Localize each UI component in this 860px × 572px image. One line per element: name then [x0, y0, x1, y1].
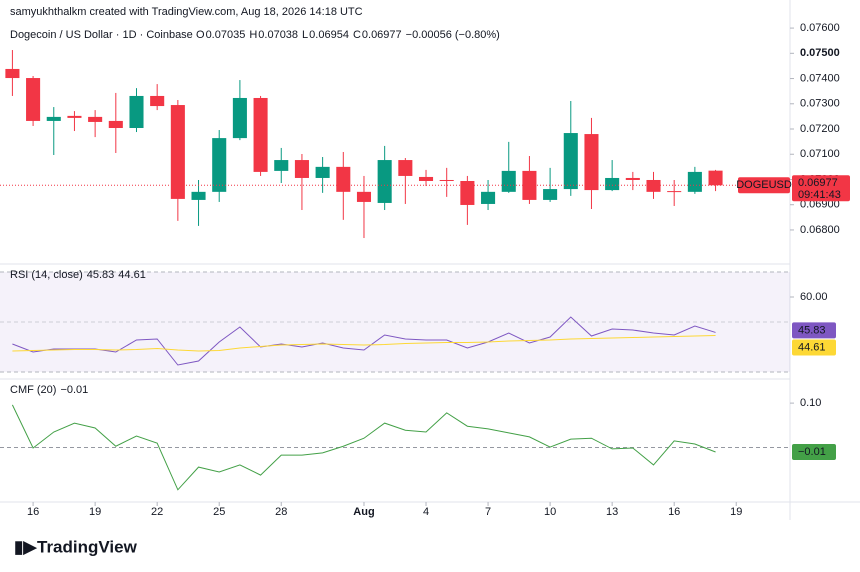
ohlc-value: 0.06954: [309, 29, 349, 41]
indicator-line: [12, 334, 716, 352]
credit: samyukhthalkm created with TradingView.c…: [10, 6, 363, 18]
y-tick-label: 60.00: [800, 291, 828, 303]
candle-body: [584, 134, 599, 191]
y-tick-label: 0.06800: [800, 224, 840, 236]
candle-body: [212, 138, 227, 192]
candle-body: [522, 170, 537, 200]
x-tick-label: Aug: [353, 506, 374, 518]
candle-body: [294, 160, 309, 178]
candle-body: [439, 179, 454, 181]
x-tick-label: 22: [151, 506, 163, 518]
countdown: 09:41:43: [798, 189, 841, 201]
x-tick-label: 19: [89, 506, 101, 518]
candle-body: [481, 191, 496, 204]
candle-body: [26, 78, 41, 121]
candle-body: [129, 95, 144, 129]
candle-body: [377, 160, 392, 203]
indicator-line: [11, 404, 716, 491]
candle-body: [191, 191, 206, 200]
indicator-value: 45.83: [87, 269, 115, 281]
indicator-value: 44.61: [118, 269, 146, 281]
candle-body: [563, 133, 578, 190]
x-tick-label: 16: [27, 506, 39, 518]
ohlc-value: 0.06977: [362, 29, 402, 41]
candle-body: [418, 176, 434, 181]
chart-title: Dogecoin / US Dollar · 1D · Coinbase: [10, 29, 193, 41]
candle-body: [232, 97, 247, 139]
symbol-label: DOGEUSD: [736, 179, 792, 191]
indicator-price-label: −0.01: [798, 446, 826, 458]
candle-body: [687, 171, 702, 192]
ohlc-key: C: [353, 29, 361, 41]
candle-body: [356, 191, 372, 202]
indicator-line: [12, 316, 716, 366]
candle-body: [150, 95, 165, 107]
last-price-label: 0.06977: [798, 177, 838, 189]
y-tick-label: 0.07300: [800, 98, 840, 110]
candle-body: [667, 191, 682, 193]
x-tick-label: 4: [423, 506, 429, 518]
y-tick-label: 0.06900: [800, 199, 840, 211]
x-tick-label: 28: [275, 506, 287, 518]
x-tick-label: 10: [544, 506, 556, 518]
ohlc-key: O: [196, 29, 205, 41]
candle-body: [315, 166, 330, 178]
candle-body: [108, 120, 123, 129]
candle-body: [5, 68, 20, 79]
x-tick-label: 19: [730, 506, 742, 518]
ohlc-value: 0.07038: [258, 29, 298, 41]
candle-body: [646, 179, 661, 192]
candle-body: [708, 170, 723, 186]
indicator-price-bg: [792, 444, 836, 460]
y-tick-label: 0.07100: [800, 148, 840, 160]
candle-body: [253, 97, 268, 172]
y-tick-label: 0.10: [800, 397, 821, 409]
candle-body: [67, 115, 82, 118]
pane-title: RSI (14, close): [10, 269, 83, 281]
brand: TradingView: [37, 537, 138, 556]
indicator-price-bg: [792, 339, 836, 356]
candle-body: [398, 160, 413, 176]
candle-body: [501, 170, 516, 192]
change: −0.00056 (−0.80%): [406, 29, 500, 41]
candle-body: [170, 105, 185, 199]
x-tick-label: 16: [668, 506, 680, 518]
candle-body: [605, 177, 620, 191]
pane-title: CMF (20): [10, 384, 56, 396]
symbol-label-bg: [738, 177, 790, 194]
ohlc-key: L: [302, 29, 308, 41]
indicator-value: −0.01: [60, 384, 88, 396]
indicator-price-label: 45.83: [798, 324, 826, 336]
candle-body: [88, 116, 103, 122]
y-tick-label: 0.07400: [800, 72, 840, 84]
ohlc-value: 0.07035: [206, 29, 246, 41]
y-tick-label: 0.07600: [800, 22, 840, 34]
brand-icon: ▮▶: [14, 537, 37, 556]
candle-body: [274, 160, 289, 171]
x-tick-label: 13: [606, 506, 618, 518]
x-tick-label: 7: [485, 506, 491, 518]
candle-body: [625, 177, 640, 180]
indicator-price-label: 44.61: [798, 341, 826, 353]
indicator-price-bg: [792, 322, 836, 339]
candle-body: [46, 116, 61, 121]
candle-body: [460, 180, 475, 205]
y-tick-label: 0.07200: [800, 123, 840, 135]
y-tick-label: 0.07500: [800, 47, 840, 59]
candle-body: [543, 189, 558, 200]
x-tick-label: 25: [213, 506, 225, 518]
candle-body: [336, 166, 351, 192]
last-price-bg: [792, 175, 850, 202]
ohlc-key: H: [249, 29, 257, 41]
